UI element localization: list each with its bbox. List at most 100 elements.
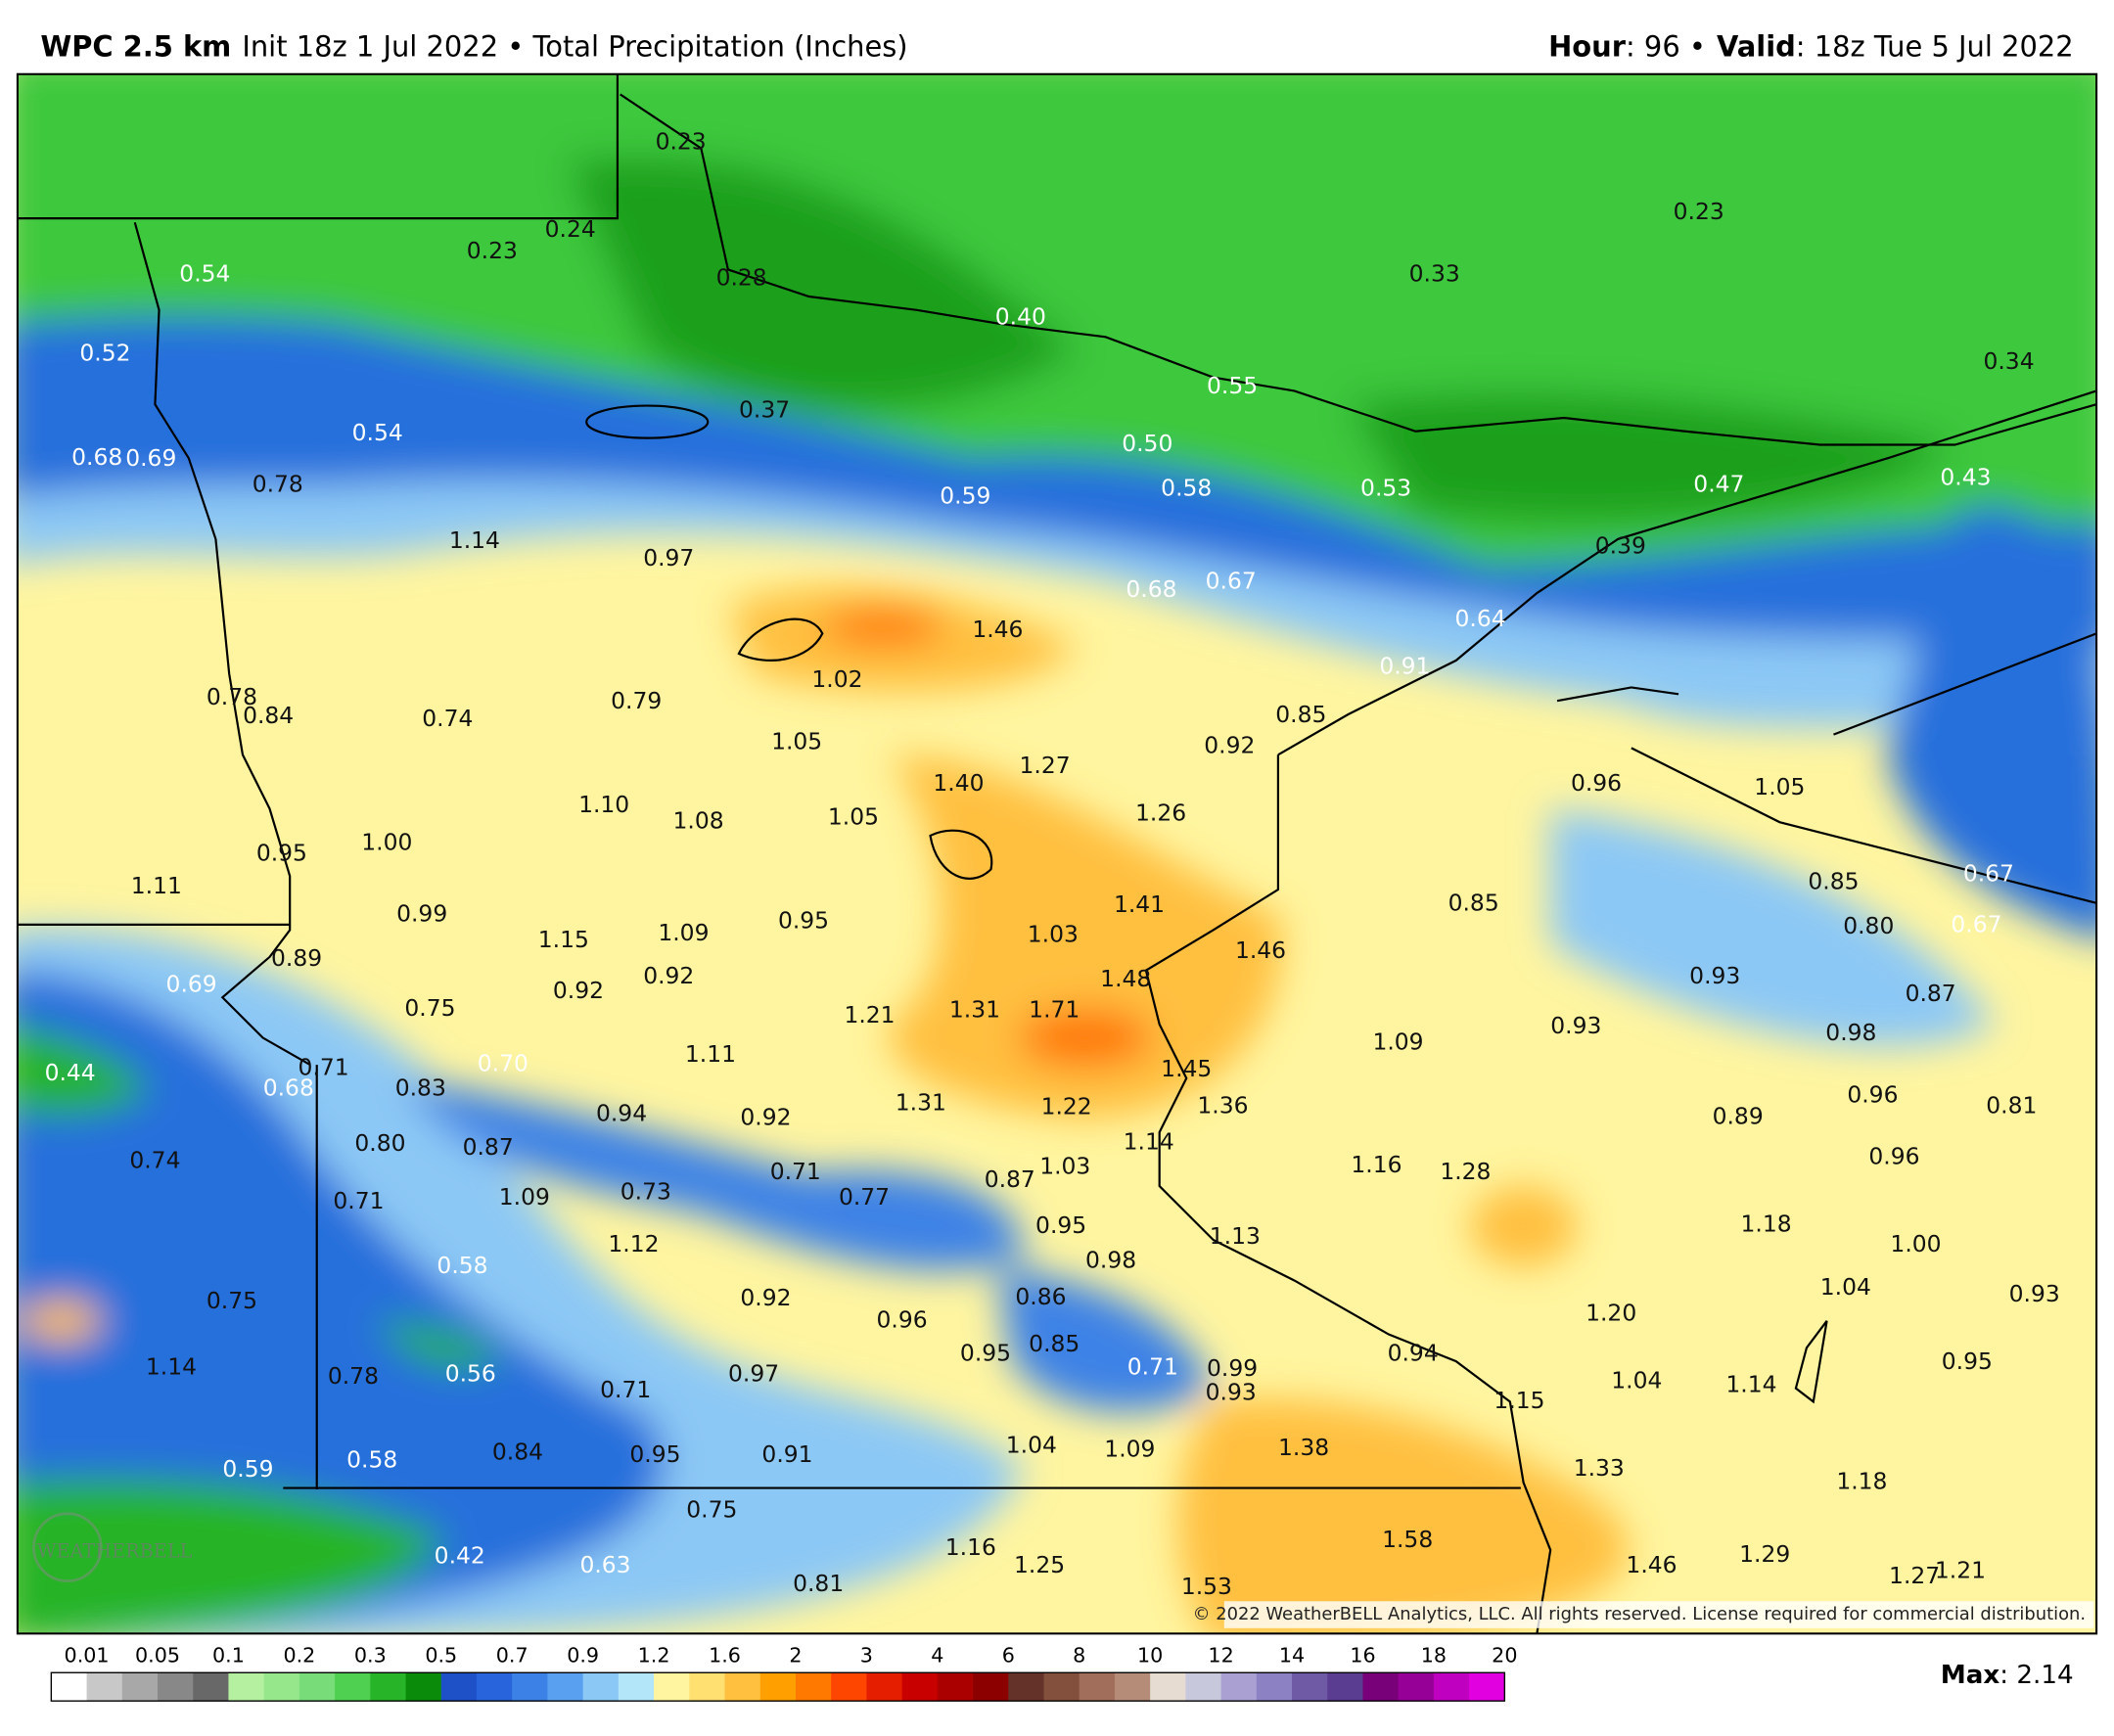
colorbar-swatch [512,1672,548,1702]
precip-label: 0.56 [445,1359,496,1387]
colorbar-swatch [866,1672,903,1702]
colorbar-swatch [1043,1672,1080,1702]
precip-label: 0.81 [1986,1091,2037,1119]
precip-label: 0.40 [995,303,1046,331]
precip-label: 1.18 [1741,1210,1792,1237]
precip-label: 0.68 [71,443,122,471]
precip-label: 1.15 [1494,1387,1544,1414]
colorbar-swatch [1362,1672,1400,1702]
precip-label: 0.73 [620,1177,671,1205]
precip-label: 0.95 [778,907,829,935]
colorbar-swatch [263,1672,300,1702]
colorbar-swatch [51,1672,87,1702]
precip-label: 0.28 [716,264,767,292]
precip-label: 1.14 [449,526,500,554]
precip-label: 0.54 [352,419,403,446]
map-frame [16,72,2098,1635]
colorbar-swatch [831,1672,867,1702]
precip-label: 0.85 [1029,1330,1080,1357]
colorbar-swatch [405,1672,442,1702]
precip-label: 1.03 [1039,1152,1090,1179]
precip-label: 0.89 [271,944,322,972]
precip-label: 1.46 [1235,937,1286,964]
precip-label: 0.71 [299,1054,349,1081]
precip-label: 0.74 [129,1147,180,1174]
precip-label: 0.87 [1906,980,1956,1007]
precip-label: 0.43 [1940,463,1991,490]
precip-label: 1.11 [685,1040,736,1068]
precip-label: 1.40 [933,769,984,797]
max-label: Max [1941,1661,2000,1690]
precip-label: 0.83 [395,1074,446,1101]
precip-field [17,73,2097,1634]
precip-label: 1.22 [1041,1093,1092,1120]
precip-label: 0.75 [207,1287,257,1314]
precip-label: 0.34 [1983,347,2034,375]
precip-label: 0.52 [79,340,130,367]
precip-label: 1.10 [578,791,629,818]
precip-label: 0.84 [243,702,294,729]
precip-label: 0.94 [1388,1340,1439,1367]
colorbar-swatch [1185,1672,1222,1702]
precip-label: 0.92 [553,977,604,1004]
precip-label: 1.26 [1135,799,1186,826]
precip-label: 1.05 [828,803,879,831]
colorbar-tick-label: 2 [789,1644,802,1667]
precip-label: 0.92 [1204,732,1255,759]
precip-label: 0.92 [643,962,694,989]
colorbar-tick-label: 8 [1073,1644,1085,1667]
precip-label: 0.33 [1409,259,1460,287]
precip-label: 1.28 [1440,1158,1491,1185]
precip-label: 1.27 [1020,752,1071,779]
colorbar-tick-label: 0.01 [65,1644,110,1667]
precip-label: 0.68 [1126,575,1176,603]
precip-label: 1.48 [1100,965,1151,992]
precip-label: 0.91 [1379,652,1430,679]
precip-label: 1.27 [1889,1562,1940,1589]
precip-label: 0.55 [1207,372,1258,399]
precip-label: 0.81 [793,1570,844,1597]
precip-label: 0.98 [1825,1019,1876,1046]
colorbar-tick-label: 0.5 [425,1644,457,1667]
precip-label: 1.00 [361,829,412,856]
colorbar-swatch [1433,1672,1470,1702]
colorbar-swatch [689,1672,725,1702]
precip-label: 0.67 [1206,568,1257,595]
precip-label: 0.93 [1206,1379,1257,1406]
precip-label: 0.92 [740,1104,791,1131]
colorbar-swatch [1220,1672,1258,1702]
precip-label: 1.14 [1124,1127,1174,1155]
precip-label: 0.95 [960,1340,1011,1367]
precip-label: 1.53 [1181,1573,1232,1600]
colorbar-swatch [547,1672,584,1702]
precip-label: 1.46 [972,616,1023,643]
precip-label: 1.36 [1197,1091,1248,1119]
precip-label: 0.71 [770,1158,821,1185]
precip-label: 0.92 [740,1284,791,1311]
precip-label: 1.12 [608,1230,659,1257]
colorbar-tick-label: 0.7 [496,1644,528,1667]
precip-label: 0.96 [1868,1143,1919,1170]
subtitle: Init 18z 1 Jul 2022 • Total Precipitatio… [242,30,907,64]
precip-label: 1.38 [1278,1434,1329,1461]
colorbar-swatch [1256,1672,1293,1702]
map-labels: 0.23 0.24 0.23 0.28 0.54 0.52 0.40 0.23 0.33 0.34… [45,127,2060,1599]
valid-label: Valid [1717,30,1796,64]
precip-label: 1.11 [131,872,182,899]
precip-label: 0.53 [1360,474,1411,501]
precip-label: 1.16 [1351,1151,1402,1178]
precip-label: 1.33 [1574,1454,1625,1482]
model: WPC 2.5 km [40,30,231,64]
colorbar-tick-label: 0.2 [283,1644,315,1667]
precip-label: 0.96 [877,1305,928,1333]
colorbar-swatch [1114,1672,1151,1702]
colorbar: 0.01 0.05 0.1 0.2 0.3 0.5 0.7 0.9 1.2 1.6 2 3 4 6 8 10 1… [50,1644,1517,1702]
precip-label: 0.71 [1127,1352,1178,1380]
max-value: : 2.14 [1999,1661,2073,1690]
precip-label: 0.63 [579,1551,630,1578]
colorbar-swatch [1150,1672,1186,1702]
precip-label: 1.71 [1029,995,1080,1023]
precip-label: 0.95 [1942,1348,1993,1375]
